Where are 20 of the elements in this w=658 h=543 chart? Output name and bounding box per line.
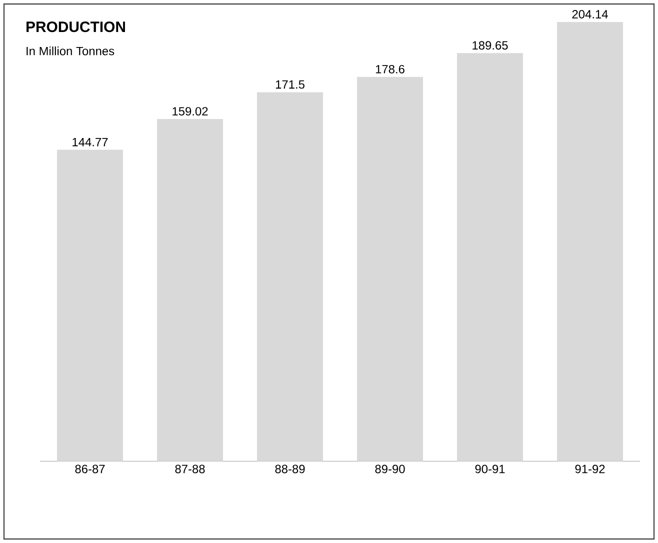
data-label: 144.77 (72, 138, 108, 146)
data-label: 159.02 (172, 107, 208, 116)
bar (57, 150, 124, 462)
bar (457, 53, 524, 462)
bar (157, 119, 224, 462)
x-tick-label: 89-90 (375, 464, 405, 474)
bar (257, 92, 324, 462)
data-label: 204.14 (572, 10, 608, 18)
x-tick-label: 86-87 (75, 464, 105, 474)
x-tick-label: 88-89 (275, 464, 305, 474)
chart-title: PRODUCTION (26, 22, 125, 32)
x-tick-label: 90-91 (475, 464, 505, 474)
data-label: 178.6 (376, 64, 404, 74)
x-tick-label: 87-88 (175, 464, 205, 474)
text: In Million Tonnes (26, 46, 114, 56)
data-label: 171.5 (276, 80, 304, 89)
x-tick-label: 91-92 (575, 464, 605, 474)
bar (557, 22, 623, 462)
bar (357, 76, 424, 462)
data-label: 189.65 (472, 41, 508, 50)
